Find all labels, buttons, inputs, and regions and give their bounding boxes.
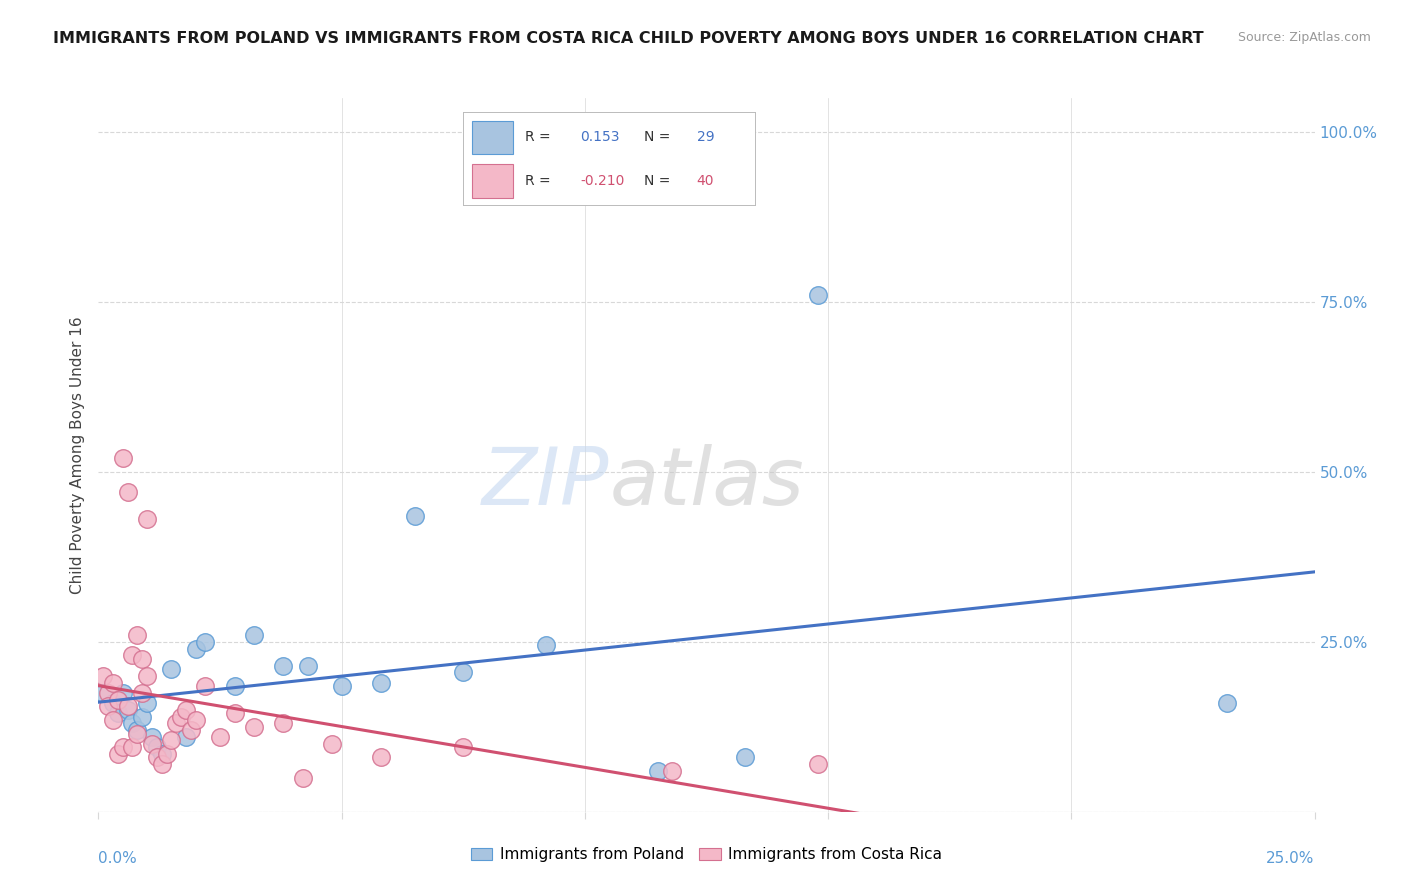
Point bbox=[184, 713, 207, 727]
Point bbox=[107, 747, 129, 761]
Point bbox=[111, 686, 134, 700]
Point bbox=[243, 628, 266, 642]
Point bbox=[146, 750, 169, 764]
Text: IMMIGRANTS FROM POLAND VS IMMIGRANTS FROM COSTA RICA CHILD POVERTY AMONG BOYS UN: IMMIGRANTS FROM POLAND VS IMMIGRANTS FRO… bbox=[53, 31, 1204, 46]
Point bbox=[91, 686, 114, 700]
Point bbox=[141, 737, 163, 751]
Point bbox=[160, 662, 183, 676]
Point bbox=[131, 709, 153, 723]
Point bbox=[224, 679, 246, 693]
Point bbox=[370, 675, 392, 690]
Point bbox=[174, 730, 197, 744]
Text: ZIP: ZIP bbox=[482, 444, 609, 523]
Point bbox=[111, 740, 134, 755]
Point bbox=[330, 679, 353, 693]
Point bbox=[127, 723, 149, 738]
Point bbox=[101, 713, 124, 727]
Point bbox=[180, 723, 202, 738]
Point bbox=[453, 740, 475, 755]
Point bbox=[297, 658, 319, 673]
Point bbox=[404, 509, 426, 524]
Point bbox=[647, 764, 669, 778]
Point bbox=[117, 485, 139, 500]
Point bbox=[165, 716, 187, 731]
Point bbox=[661, 764, 683, 778]
Point bbox=[194, 679, 217, 693]
Point bbox=[291, 771, 314, 785]
Point bbox=[97, 699, 120, 714]
Point bbox=[121, 740, 143, 755]
Point bbox=[121, 648, 143, 663]
Point bbox=[174, 703, 197, 717]
Point bbox=[127, 726, 149, 740]
Point bbox=[131, 652, 153, 666]
Legend: Immigrants from Poland, Immigrants from Costa Rica: Immigrants from Poland, Immigrants from … bbox=[464, 841, 949, 868]
Point bbox=[146, 740, 169, 755]
Point bbox=[141, 730, 163, 744]
Point bbox=[807, 288, 830, 302]
Point bbox=[131, 686, 153, 700]
Point bbox=[1216, 696, 1239, 710]
Point bbox=[101, 696, 124, 710]
Point bbox=[91, 669, 114, 683]
Point bbox=[121, 716, 143, 731]
Point bbox=[150, 757, 173, 772]
Point bbox=[271, 716, 294, 731]
Point bbox=[117, 699, 139, 714]
Text: 0.0%: 0.0% bbox=[98, 851, 138, 866]
Point bbox=[209, 730, 232, 744]
Point bbox=[734, 750, 756, 764]
Text: Source: ZipAtlas.com: Source: ZipAtlas.com bbox=[1237, 31, 1371, 45]
Point bbox=[453, 665, 475, 680]
Point bbox=[194, 635, 217, 649]
Point bbox=[321, 737, 343, 751]
Point bbox=[184, 641, 207, 656]
Point bbox=[534, 638, 557, 652]
Point bbox=[155, 747, 177, 761]
Y-axis label: Child Poverty Among Boys Under 16: Child Poverty Among Boys Under 16 bbox=[70, 316, 86, 594]
Point bbox=[271, 658, 294, 673]
Point bbox=[97, 686, 120, 700]
Point bbox=[370, 750, 392, 764]
Point bbox=[243, 720, 266, 734]
Point bbox=[111, 451, 134, 466]
Point bbox=[807, 757, 830, 772]
Point bbox=[101, 675, 124, 690]
Point bbox=[107, 706, 129, 721]
Point bbox=[160, 733, 183, 747]
Text: 25.0%: 25.0% bbox=[1267, 851, 1315, 866]
Point bbox=[107, 692, 129, 706]
Point bbox=[136, 512, 159, 526]
Point bbox=[170, 709, 193, 723]
Point bbox=[127, 628, 149, 642]
Point bbox=[224, 706, 246, 721]
Point bbox=[117, 703, 139, 717]
Point bbox=[136, 669, 159, 683]
Point bbox=[136, 696, 159, 710]
Point bbox=[150, 747, 173, 761]
Text: atlas: atlas bbox=[609, 444, 804, 523]
